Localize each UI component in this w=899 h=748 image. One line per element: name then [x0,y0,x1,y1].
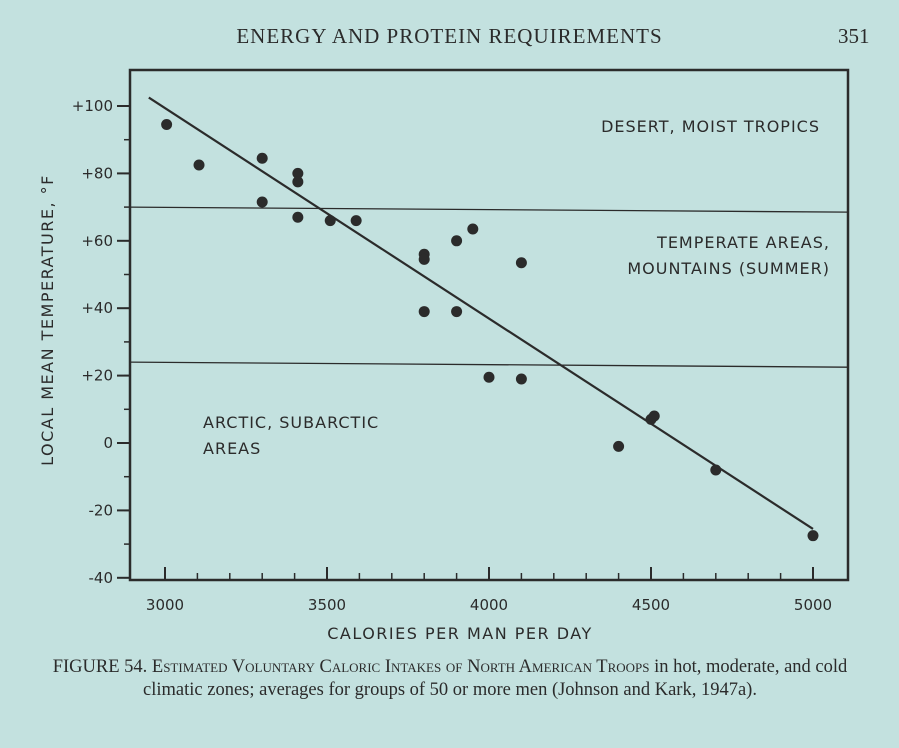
data-point [350,215,362,227]
y-tick-label: +80 [81,164,113,182]
zone-label: TEMPERATE AREAS, MOUNTAINS (SUMMER) [627,233,830,278]
data-point [483,371,495,383]
page-number: 351 [838,24,870,48]
zone-label-line: MOUNTAINS (SUMMER) [627,259,830,278]
zone-label: DESERT, MOIST TROPICS [601,117,820,136]
y-tick-label: -20 [89,501,114,519]
scatter-chart: 3000 3500 4000 4500 5000 +100 +80 +60 +40 +20 0 -2… [38,68,850,643]
data-point [807,530,819,542]
y-tick-label: +60 [81,232,113,250]
data-point [418,253,430,265]
caption-rest: in hot, moderate, and cold climatic zone… [143,657,848,700]
data-point [515,257,527,269]
y-tick-label: +40 [81,299,113,317]
x-tick-label: 4000 [470,596,508,614]
y-axis-title: LOCAL MEAN TEMPERATURE, °F [38,174,57,466]
running-head: ENERGY AND PROTEIN REQUIREMENTS [236,24,663,48]
y-axis: +100 +80 +60 +40 +20 0 -20 -40 [72,97,130,587]
data-point [451,235,463,247]
zone-label-line: DESERT, MOIST TROPICS [601,117,820,136]
y-tick-label: 0 [103,434,113,452]
data-point [613,440,625,452]
data-point [710,464,722,476]
figure-caption: FIGURE 54. Estimated Voluntary Caloric I… [30,656,870,702]
x-axis-title: CALORIES PER MAN PER DAY [327,624,592,643]
data-point [193,159,205,171]
zone-boundaries [129,206,849,368]
data-point [515,373,527,385]
data-point [451,306,463,318]
regression-line [148,96,814,530]
data-point [324,215,336,227]
zone-label-line: TEMPERATE AREAS, [656,233,830,252]
y-tick-label: +100 [72,97,113,115]
plot-frame [128,68,850,582]
data-point [467,223,479,235]
data-point [256,152,268,164]
x-axis: 3000 3500 4000 4500 5000 [146,567,832,614]
x-tick-label: 3000 [146,596,184,614]
y-tick-label: -40 [89,569,114,587]
data-point [161,119,173,131]
zone-boundary-line [129,361,849,368]
data-point [256,196,268,208]
regression-line-group [148,96,814,530]
x-tick-label: 5000 [794,596,832,614]
x-tick-label: 3500 [308,596,346,614]
zone-label-line: ARCTIC, SUBARCTIC [203,413,379,432]
zone-labels: DESERT, MOIST TROPICS TEMPERATE AREAS, MOU… [203,117,830,458]
data-point [292,211,304,223]
y-tick-label: +20 [81,367,113,385]
zone-label-line: AREAS [203,439,261,458]
data-point [292,176,304,188]
data-point [648,410,660,422]
caption-lead: FIGURE 54. [52,657,148,677]
x-tick-label: 4500 [632,596,670,614]
zone-boundary-line [129,206,849,213]
data-point [292,167,304,179]
caption-title: Estimated Voluntary Caloric Intakes of N… [151,657,650,677]
zone-label: ARCTIC, SUBARCTIC AREAS [203,413,379,458]
data-point [418,306,430,318]
data-points [161,119,819,542]
